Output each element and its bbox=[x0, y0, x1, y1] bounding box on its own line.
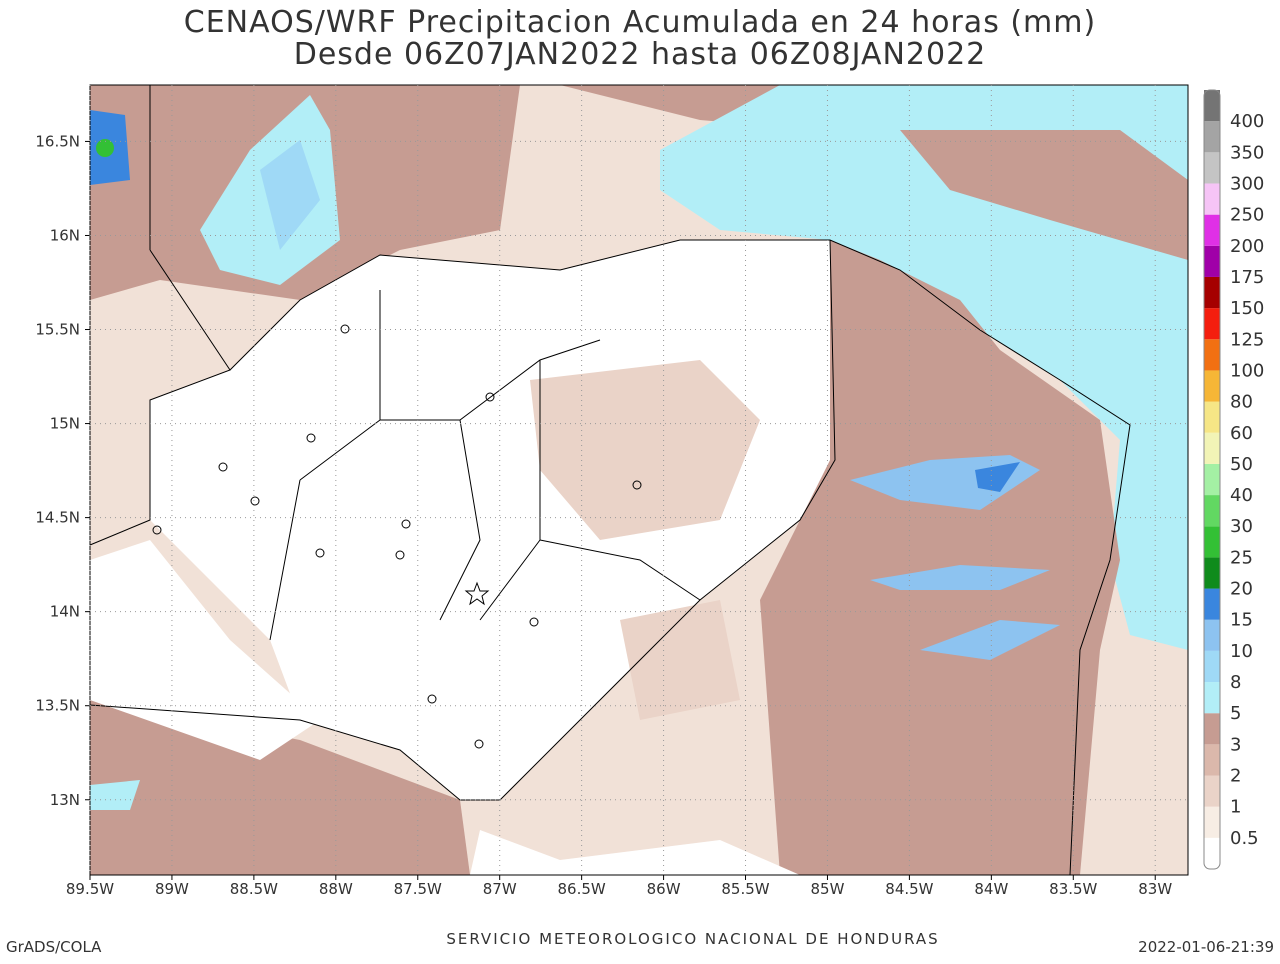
colorbar-swatch bbox=[1204, 183, 1220, 215]
colorbar-swatch bbox=[1204, 401, 1220, 433]
colorbar-swatch bbox=[1204, 276, 1220, 309]
y-tick-label: 13N bbox=[50, 791, 80, 809]
colorbar-swatch bbox=[1204, 308, 1220, 340]
colorbar-label: 175 bbox=[1230, 267, 1264, 288]
colorbar-label: 60 bbox=[1230, 423, 1253, 444]
x-tick-label: 84W bbox=[974, 880, 1008, 898]
colorbar-label: 30 bbox=[1230, 516, 1253, 537]
x-tick-label: 83W bbox=[1138, 880, 1172, 898]
colorbar-label: 15 bbox=[1230, 610, 1253, 631]
colorbar-label: 2 bbox=[1230, 766, 1241, 787]
x-tick-label: 83.5W bbox=[1049, 880, 1097, 898]
colorbar-label: 40 bbox=[1230, 485, 1253, 506]
colorbar-swatch bbox=[1204, 526, 1220, 558]
colorbar-swatch bbox=[1204, 619, 1220, 651]
colorbar-label: 0.5 bbox=[1230, 828, 1259, 849]
x-tick-label: 87W bbox=[483, 880, 517, 898]
x-tick-label: 86.5W bbox=[558, 880, 606, 898]
colorbar-swatch bbox=[1204, 90, 1220, 122]
x-tick-label: 88W bbox=[319, 880, 353, 898]
city-markers bbox=[152, 324, 642, 749]
colorbar-swatch bbox=[1204, 121, 1220, 153]
y-tick-label: 13.5N bbox=[35, 697, 80, 715]
y-tick-label: 16.5N bbox=[35, 132, 80, 150]
colorbar-swatch bbox=[1204, 744, 1220, 776]
colorbar-label: 8 bbox=[1230, 672, 1241, 693]
y-tick-label: 15.5N bbox=[35, 321, 80, 339]
colorbar-label: 100 bbox=[1230, 360, 1264, 381]
x-tick-label: 84.5W bbox=[885, 880, 933, 898]
colorbar-swatch bbox=[1204, 214, 1220, 246]
x-tick-label: 89W bbox=[155, 880, 189, 898]
y-tick-label: 15N bbox=[50, 415, 80, 433]
colorbar-label: 25 bbox=[1230, 547, 1253, 568]
footer-right: 2022-01-06-21:39 bbox=[1138, 938, 1274, 956]
colorbar-swatch bbox=[1204, 557, 1220, 589]
y-tick-label: 16N bbox=[50, 226, 80, 244]
colorbar-label: 1 bbox=[1230, 797, 1241, 818]
colorbar-swatch bbox=[1204, 432, 1220, 464]
colorbar-label: 10 bbox=[1230, 641, 1253, 662]
colorbar-label: 5 bbox=[1230, 703, 1241, 724]
colorbar-swatch bbox=[1204, 339, 1220, 371]
colorbar-swatch bbox=[1204, 650, 1220, 683]
x-tick-label: 85W bbox=[811, 880, 845, 898]
colorbar-label: 3 bbox=[1230, 734, 1241, 755]
precip-field bbox=[90, 85, 1188, 875]
x-tick-label: 88.5W bbox=[230, 880, 278, 898]
colorbar-label: 300 bbox=[1230, 173, 1264, 194]
title-line: Desde 06Z07JAN2022 hasta 06Z08JAN2022 bbox=[294, 37, 987, 72]
colorbar-swatch bbox=[1204, 463, 1220, 496]
title-line: CENAOS/WRF Precipitacion Acumulada en 24… bbox=[184, 5, 1096, 40]
colorbar-swatch bbox=[1204, 370, 1220, 402]
x-tick-label: 86W bbox=[647, 880, 681, 898]
colorbar-swatch bbox=[1204, 588, 1220, 620]
colorbar-frame bbox=[1203, 89, 1221, 870]
footer-left: GrADS/COLA bbox=[6, 938, 102, 956]
colorbar-label: 150 bbox=[1230, 298, 1264, 319]
colorbar-swatch bbox=[1204, 806, 1220, 838]
y-tick-label: 14N bbox=[50, 603, 80, 621]
colorbar-label: 350 bbox=[1230, 142, 1264, 163]
colorbar-swatch bbox=[1204, 837, 1220, 869]
colorbar-swatch bbox=[1204, 495, 1220, 527]
x-tick-label: 85.5W bbox=[721, 880, 769, 898]
colorbar-swatch bbox=[1204, 775, 1220, 807]
coastlines-borders bbox=[89, 85, 1131, 876]
colorbar-label: 250 bbox=[1230, 205, 1264, 226]
footer-center: SERVICIO METEOROLOGICO NACIONAL DE HONDU… bbox=[446, 930, 939, 948]
colorbar-swatch bbox=[1204, 713, 1220, 745]
colorbar-swatch bbox=[1204, 682, 1220, 714]
colorbar-label: 125 bbox=[1230, 329, 1264, 350]
y-tick-label: 14.5N bbox=[35, 509, 80, 527]
colorbar-swatch bbox=[1204, 245, 1220, 277]
colorbar-label: 20 bbox=[1230, 579, 1253, 600]
x-tick-label: 89.5W bbox=[66, 880, 114, 898]
colorbar-label: 400 bbox=[1230, 111, 1264, 132]
colorbar-swatch bbox=[1204, 152, 1220, 184]
colorbar-label: 80 bbox=[1230, 392, 1253, 413]
colorbar-label: 50 bbox=[1230, 454, 1253, 475]
colorbar-label: 200 bbox=[1230, 236, 1264, 257]
x-tick-label: 87.5W bbox=[394, 880, 442, 898]
